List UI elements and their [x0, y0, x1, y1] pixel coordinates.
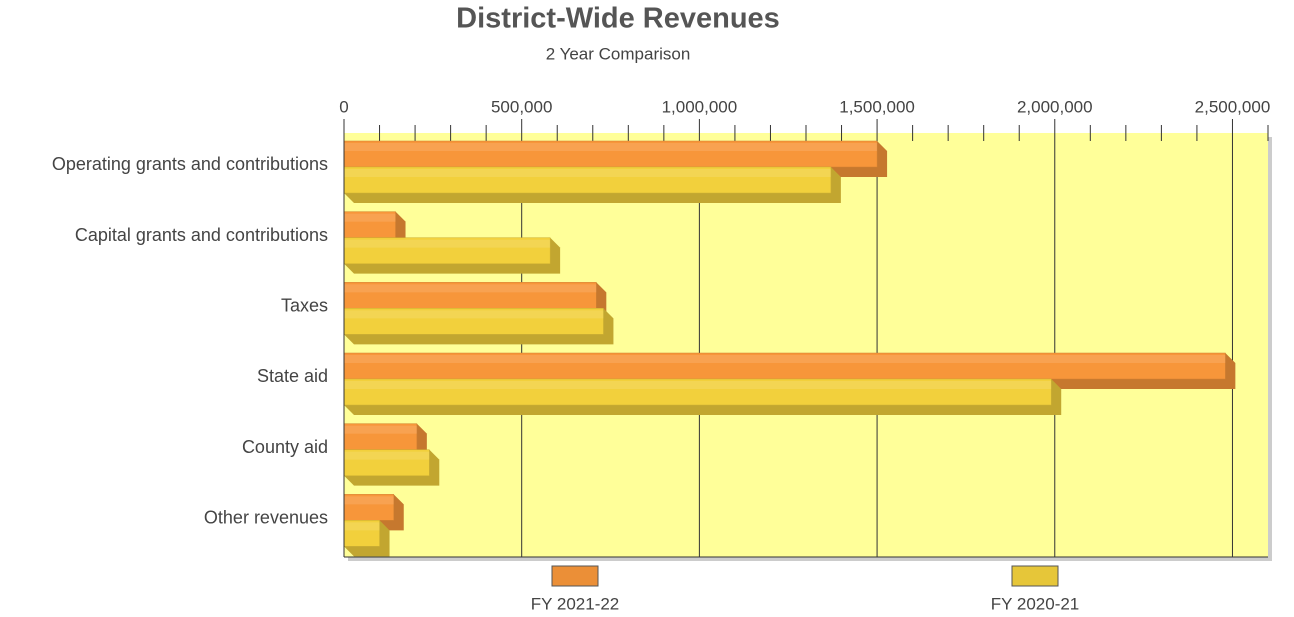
bar: [343, 308, 604, 335]
y-tick-label: Taxes: [281, 295, 328, 315]
bar-highlight: [344, 425, 417, 434]
bar-highlight: [344, 381, 1052, 389]
bar: [343, 352, 1226, 380]
y-tick-label: State aid: [257, 366, 328, 386]
x-tick-label: 2,000,000: [1017, 97, 1093, 116]
x-tick-label: 1,500,000: [839, 97, 915, 116]
bar: [343, 211, 396, 238]
bar-highlight: [344, 239, 551, 248]
bar: [343, 494, 395, 521]
bar: [343, 140, 878, 168]
chart-title: District-Wide Revenues: [456, 3, 780, 35]
legend-label: FY 2020-21: [991, 594, 1080, 613]
bar-highlight: [344, 522, 380, 531]
bar: [343, 166, 832, 194]
y-tick-label: Other revenues: [204, 507, 328, 527]
bar: [343, 520, 380, 547]
bar: [343, 282, 597, 309]
bar-highlight: [344, 310, 604, 319]
bar-highlight: [344, 213, 396, 222]
bar-highlight: [344, 496, 394, 505]
y-tick-label: Capital grants and contributions: [75, 225, 328, 245]
bar: [343, 423, 418, 450]
bar: [343, 449, 430, 476]
bar-highlight: [344, 143, 878, 151]
bar-highlight: [344, 451, 430, 460]
x-tick-label: 2,500,000: [1195, 97, 1271, 116]
legend-label: FY 2021-22: [531, 594, 620, 613]
bar-highlight: [344, 355, 1226, 363]
bar-highlight: [344, 284, 597, 293]
bar-highlight: [344, 169, 831, 177]
x-tick-label: 0: [339, 97, 348, 116]
plot-area: [344, 133, 1268, 557]
chart-subtitle: 2 Year Comparison: [546, 44, 691, 63]
y-tick-label: Operating grants and contributions: [52, 154, 328, 174]
x-tick-label: 500,000: [491, 97, 552, 116]
x-tick-label: 1,000,000: [662, 97, 738, 116]
legend-swatch: [551, 565, 599, 587]
legend-swatch: [1011, 565, 1059, 587]
y-tick-label: County aid: [242, 437, 328, 457]
bar: [343, 237, 551, 264]
bar: [343, 378, 1052, 406]
